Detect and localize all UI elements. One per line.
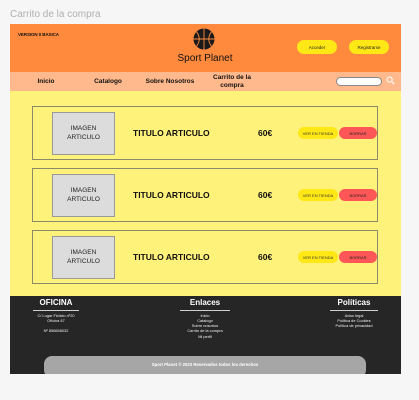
nav-item-carrito[interactable]: Carrito de la compra bbox=[213, 74, 251, 89]
footer-policy-link[interactable]: Aviso legal bbox=[344, 312, 364, 318]
frame-title: Carrito de la compra bbox=[10, 9, 101, 20]
footer-link[interactable]: Mi perfil bbox=[198, 333, 212, 339]
product-image-placeholder: IMAGEN ARTICULO bbox=[52, 112, 115, 155]
divider bbox=[33, 310, 79, 311]
page-frame: VERSION 0 BASICA Sport Planet Acceder Re… bbox=[10, 24, 401, 374]
view-in-store-button[interactable]: VER EN TIENDA bbox=[298, 251, 338, 263]
search-icon[interactable] bbox=[386, 76, 395, 85]
delete-button[interactable]: BORRAR bbox=[339, 127, 377, 139]
footer-office: OFICINA C/ Lugar Ficticio nº20 Oficina 8… bbox=[30, 298, 82, 334]
footer-office-heading: OFICINA bbox=[39, 298, 73, 307]
footer-policies-heading: Políticas bbox=[337, 298, 371, 307]
divider bbox=[180, 310, 230, 311]
product-title: TITULO ARTICULO bbox=[133, 190, 210, 200]
copyright-bar: Sport Planet © 2023 Reservados todos los… bbox=[44, 356, 366, 374]
footer-office-line: Nº 856658032 bbox=[43, 328, 69, 334]
view-in-store-button[interactable]: VER EN TIENDA bbox=[298, 127, 338, 139]
footer-link[interactable]: Sobre nosotros bbox=[191, 323, 219, 329]
divider bbox=[330, 310, 378, 311]
nav-item-sobre-nosotros[interactable]: Sobre Nosotros bbox=[145, 77, 195, 85]
brand-name: Sport Planet bbox=[177, 53, 233, 64]
basketball-logo-icon bbox=[193, 28, 215, 50]
search-input[interactable] bbox=[336, 77, 382, 86]
nav-bar: Inicio Catalogo Sobre Nosotros Carrito d… bbox=[10, 72, 401, 91]
footer-link[interactable]: Carrito de la compra bbox=[187, 328, 223, 334]
nav-item-catalogo[interactable]: Catalogo bbox=[94, 77, 122, 85]
product-image-placeholder: IMAGEN ARTICULO bbox=[52, 174, 115, 217]
product-title: TITULO ARTICULO bbox=[133, 252, 210, 262]
product-title: TITULO ARTICULO bbox=[133, 128, 210, 138]
footer-links: Enlaces Inicio Catalogo Sobre nosotros C… bbox=[178, 298, 232, 339]
footer-office-line: C/ Lugar Ficticio nº20 bbox=[37, 312, 75, 318]
delete-button[interactable]: BORRAR bbox=[339, 251, 377, 263]
cart-content: IMAGEN ARTICULO TITULO ARTICULO 60€ VER … bbox=[10, 91, 401, 296]
footer-links-heading: Enlaces bbox=[189, 298, 221, 307]
product-price: 60€ bbox=[258, 128, 273, 138]
login-button[interactable]: Acceder bbox=[297, 40, 337, 54]
cart-item: IMAGEN ARTICULO TITULO ARTICULO 60€ VER … bbox=[32, 230, 378, 284]
nav-item-inicio[interactable]: Inicio bbox=[37, 77, 55, 85]
footer: OFICINA C/ Lugar Ficticio nº20 Oficina 8… bbox=[10, 296, 401, 374]
product-image-placeholder: IMAGEN ARTICULO bbox=[52, 236, 115, 279]
footer-link[interactable]: Catalogo bbox=[197, 317, 213, 323]
copyright-text: Sport Planet © 2023 Reservados todos los… bbox=[151, 362, 259, 367]
register-button[interactable]: Registrarse bbox=[349, 40, 389, 54]
cart-item: IMAGEN ARTICULO TITULO ARTICULO 60€ VER … bbox=[32, 106, 378, 160]
version-label: VERSION 0 BASICA bbox=[18, 32, 59, 37]
footer-office-line: Oficina 87 bbox=[47, 317, 65, 323]
footer-policy-link[interactable]: Política de Cookies bbox=[337, 317, 371, 323]
product-price: 60€ bbox=[258, 252, 273, 262]
delete-button[interactable]: BORRAR bbox=[339, 189, 377, 201]
header: VERSION 0 BASICA Sport Planet Acceder Re… bbox=[10, 24, 401, 72]
view-in-store-button[interactable]: VER EN TIENDA bbox=[298, 189, 338, 201]
footer-policy-link[interactable]: Política de privacidad bbox=[335, 323, 373, 329]
cart-item: IMAGEN ARTICULO TITULO ARTICULO 60€ VER … bbox=[32, 168, 378, 222]
footer-policies: Políticas Aviso legal Política de Cookie… bbox=[328, 298, 380, 328]
product-price: 60€ bbox=[258, 190, 273, 200]
footer-link[interactable]: Inicio bbox=[200, 312, 210, 318]
